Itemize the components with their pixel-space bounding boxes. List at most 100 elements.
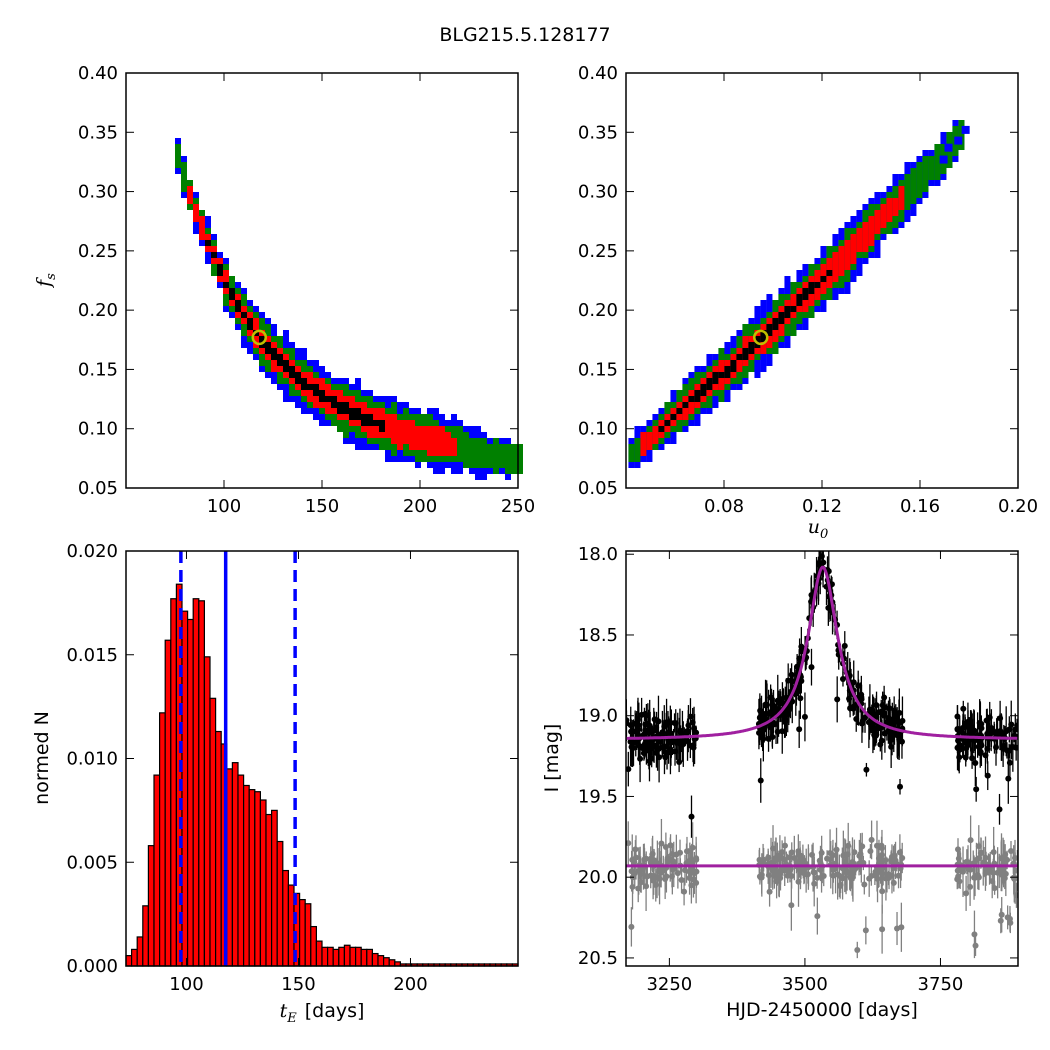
x-tick-label: 0.20 xyxy=(998,496,1038,517)
density-cell-core xyxy=(772,318,779,330)
comparison-point xyxy=(955,855,962,862)
density-cell-middle xyxy=(628,444,635,462)
density-cell-core xyxy=(295,372,301,384)
comparison-point xyxy=(856,852,863,859)
comparison-point xyxy=(989,878,996,885)
x-axis-label-sub: E xyxy=(286,1011,297,1026)
data-point xyxy=(978,725,985,732)
comparison-point xyxy=(689,844,696,851)
histogram-bar xyxy=(321,946,329,967)
histogram-bar xyxy=(327,946,334,967)
data-point xyxy=(859,717,866,724)
histogram-bar xyxy=(243,784,250,967)
histogram-bar xyxy=(355,946,362,967)
comparison-point xyxy=(809,851,816,858)
comparison-point xyxy=(1006,915,1013,922)
density-cell-inner xyxy=(385,414,391,438)
density-cell-core xyxy=(319,390,325,402)
data-point xyxy=(841,642,848,649)
histogram-bar xyxy=(248,789,256,967)
best-fit-marker xyxy=(753,329,769,346)
comparison-point xyxy=(991,885,998,892)
density-cell-core xyxy=(289,366,295,378)
y-axis-label-main: f xyxy=(33,277,55,289)
y-axis-label: normed N xyxy=(31,711,53,805)
density-cell-middle xyxy=(934,144,941,180)
plot-area xyxy=(125,551,519,967)
density-cell-middle xyxy=(487,444,493,468)
comparison-point xyxy=(982,854,989,861)
figure-title: BLG215.5.128177 xyxy=(439,24,610,46)
density-cell-inner xyxy=(391,414,397,444)
data-point xyxy=(775,699,782,706)
x-tick-label: 3500 xyxy=(782,974,828,995)
data-point xyxy=(984,772,991,779)
comparison-point xyxy=(894,925,901,932)
data-point xyxy=(797,695,804,702)
x-tick-label: 100 xyxy=(169,974,203,995)
comparison-point xyxy=(879,888,886,895)
density-cell-middle xyxy=(181,162,187,192)
density-cell-core xyxy=(301,378,307,390)
comparison-point xyxy=(788,902,795,909)
data-point xyxy=(887,716,894,723)
data-point xyxy=(661,748,668,755)
density-cell-core xyxy=(223,282,229,288)
density-cell-middle xyxy=(511,444,517,474)
comparison-point xyxy=(758,871,765,878)
data-point xyxy=(1005,775,1012,782)
density-cell-core xyxy=(229,288,235,300)
data-point xyxy=(672,748,679,755)
comparison-point xyxy=(791,855,798,862)
density-cell-middle xyxy=(904,174,911,210)
data-point xyxy=(676,758,683,765)
data-point xyxy=(801,713,808,720)
plot-area xyxy=(175,138,523,480)
comparison-point xyxy=(629,883,636,890)
data-point xyxy=(881,730,888,737)
y-tick-label: 0.05 xyxy=(78,478,118,499)
density-cell-core xyxy=(820,276,827,282)
histogram-bar xyxy=(231,762,239,967)
density-cell-middle xyxy=(469,438,475,468)
comparison-point xyxy=(814,913,821,920)
tick-group: 100 150 200 250 0.05 0.10 0.15 0.20 0.25 0.30 0.35… xyxy=(78,63,535,517)
comparison-point xyxy=(693,856,700,863)
x-axis-label-unit: [days] xyxy=(305,1000,365,1022)
comparison-point xyxy=(896,849,903,856)
density-cell-inner xyxy=(439,426,445,456)
comparison-point xyxy=(994,869,1001,876)
data-point xyxy=(656,754,663,761)
comparison-point xyxy=(628,923,635,930)
density-cell-core xyxy=(217,264,223,276)
density-cell-inner xyxy=(832,252,839,282)
comparison-point xyxy=(811,880,818,887)
comparison-point xyxy=(1008,848,1015,855)
comparison-point xyxy=(888,872,895,879)
comparison-point xyxy=(800,870,807,877)
comparison-point xyxy=(967,866,974,873)
density-cell-core xyxy=(706,378,713,390)
density-cell-core xyxy=(814,282,821,288)
density-cell-inner xyxy=(199,216,205,240)
tick-group: 100 150 200 0.000 0.005 0.010 0.015 0.020 xyxy=(66,541,518,995)
density-cell-core xyxy=(700,384,707,396)
comparison-point xyxy=(867,848,874,855)
density-cell-core xyxy=(808,282,815,294)
density-cell-core xyxy=(277,354,283,366)
density-cell-core xyxy=(676,408,683,414)
density-cell-middle xyxy=(910,168,917,204)
data-point xyxy=(847,705,854,712)
y-tick-label: 19.0 xyxy=(578,706,618,727)
data-point xyxy=(647,755,654,762)
y-tick-label: 18.0 xyxy=(578,544,618,565)
y-tick-label: 0.10 xyxy=(578,419,618,440)
data-point xyxy=(897,783,904,790)
data-point xyxy=(796,726,803,733)
y-tick-label: 18.5 xyxy=(578,625,618,646)
histogram-bar xyxy=(343,944,351,967)
data-point xyxy=(877,741,884,748)
histogram-bar xyxy=(153,774,161,967)
density-cell-middle xyxy=(928,156,935,180)
comparison-point xyxy=(788,849,795,856)
